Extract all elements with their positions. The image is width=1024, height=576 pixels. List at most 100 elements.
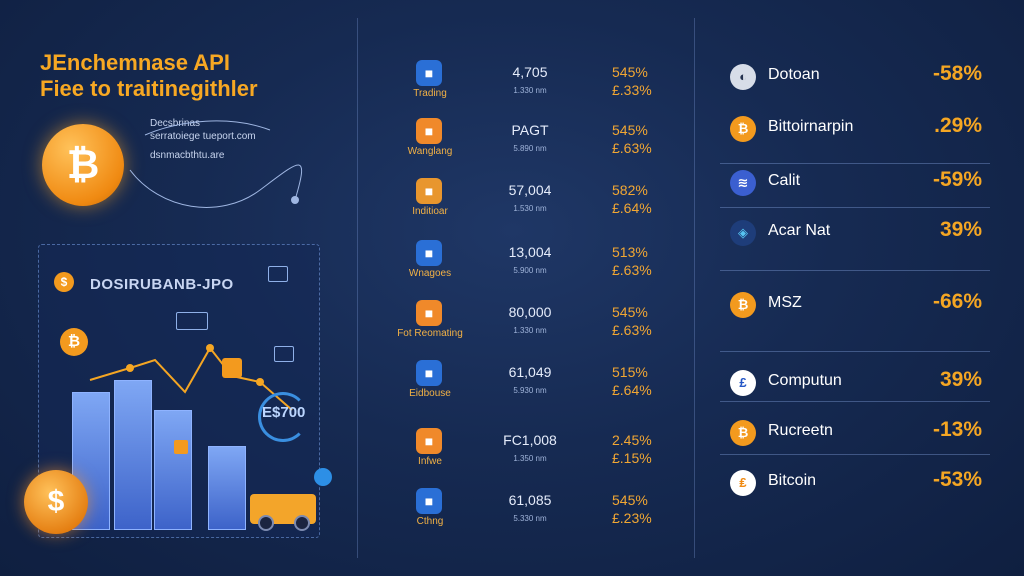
asset-name: Bittoirnarpin bbox=[768, 118, 854, 135]
market-row-pct: 545% bbox=[612, 492, 648, 508]
market-row-label: Eidbouse bbox=[409, 388, 451, 399]
market-row[interactable]: ■ Cthng 61,085 5.330 nm 545% £.23% bbox=[380, 488, 680, 544]
asset-change: -59% bbox=[932, 168, 982, 191]
market-row-label: Wnagoes bbox=[408, 268, 452, 279]
window-icon bbox=[274, 346, 294, 362]
asset-change: .29% bbox=[934, 114, 982, 137]
market-row-sub: 1.350 nm bbox=[513, 454, 547, 463]
market-row[interactable]: ■ Trading 4,705 1.330 nm 545% £.33% bbox=[380, 60, 680, 116]
truck-icon bbox=[250, 494, 316, 531]
chart-bar bbox=[208, 446, 246, 530]
market-row-value: 13,004 bbox=[508, 244, 552, 260]
asset-name: Rucreetn bbox=[768, 422, 833, 439]
euro-ring-icon bbox=[258, 392, 308, 442]
row-divider bbox=[720, 163, 990, 164]
market-row-label: Trading bbox=[413, 88, 447, 99]
trend-line bbox=[89, 344, 293, 411]
asset-change: 39% bbox=[939, 368, 982, 391]
market-row-pct: 545% bbox=[612, 64, 648, 80]
market-row-pct-secondary: £.33% bbox=[612, 82, 652, 98]
asset-row[interactable]: ₿ MSZ -66% bbox=[724, 284, 990, 332]
row-divider bbox=[720, 351, 990, 352]
market-row-value: 4,705 bbox=[512, 64, 548, 80]
divider-left bbox=[357, 18, 358, 558]
bitcoin-icon: ₤ bbox=[730, 470, 756, 496]
market-row-pct: 545% bbox=[612, 122, 648, 138]
asset-change: -66% bbox=[932, 290, 982, 313]
market-row-pct-secondary: £.23% bbox=[612, 510, 652, 526]
market-row-sub: 1.530 nm bbox=[513, 204, 547, 213]
link-icon bbox=[314, 468, 332, 486]
market-row-value: 61,049 bbox=[508, 364, 552, 380]
asset-row[interactable]: ≋ Calit -59% bbox=[724, 162, 990, 210]
chart-bar bbox=[114, 380, 152, 530]
market-row-value: 61,085 bbox=[508, 492, 552, 508]
market-row-pct-secondary: £.15% bbox=[612, 450, 652, 466]
hero-note: dsnmacbthtu.are bbox=[150, 150, 225, 161]
market-row-pct-secondary: £.63% bbox=[612, 262, 652, 278]
asset-row[interactable]: £ Computun 39% bbox=[724, 362, 990, 410]
market-row-sub: 5.330 nm bbox=[513, 514, 547, 523]
building-icon: ■ bbox=[416, 118, 442, 144]
row-divider bbox=[720, 270, 990, 271]
market-row-pct-secondary: £.63% bbox=[612, 322, 652, 338]
market-row-label: Wanglang bbox=[407, 146, 453, 157]
bars-icon: ■ bbox=[416, 428, 442, 454]
hero-title: JEnchemnase API Fiee to traitinegithler bbox=[40, 50, 258, 102]
decorative-curve bbox=[129, 120, 303, 208]
asset-name: MSZ bbox=[768, 294, 802, 311]
market-row-label: Inditioar bbox=[412, 206, 448, 217]
euro-label: E$700 bbox=[262, 404, 306, 421]
brand-icon: ■ bbox=[416, 240, 442, 266]
rucreetn-icon: ₿ bbox=[730, 420, 756, 446]
house-icon: ■ bbox=[416, 300, 442, 326]
window-icon bbox=[268, 266, 288, 282]
asset-row[interactable]: ₿ Rucreetn -13% bbox=[724, 412, 990, 460]
row-divider bbox=[720, 401, 990, 402]
bitcoin-icon: ₿ bbox=[42, 124, 124, 206]
market-row[interactable]: ■ Infwe FC1,008 1.350 nm 2.45% £.15% bbox=[380, 428, 680, 484]
asset-name: Computun bbox=[768, 372, 842, 389]
market-row[interactable]: ■ Fot Reomating 80,000 1.330 nm 545% £.6… bbox=[380, 300, 680, 356]
market-row[interactable]: ■ Inditioar 57,004 1.530 nm 582% £.64% bbox=[380, 178, 680, 234]
row-divider bbox=[720, 454, 990, 455]
asset-change: -58% bbox=[932, 62, 982, 85]
asset-change: -13% bbox=[932, 418, 982, 441]
asset-row[interactable]: ₤ Bitcoin -53% bbox=[724, 462, 990, 510]
computun-icon: £ bbox=[730, 370, 756, 396]
market-row[interactable]: ■ Eidbouse 61,049 5.930 nm 515% £.64% bbox=[380, 360, 680, 416]
asset-name: Dotoan bbox=[768, 66, 820, 83]
market-row-sub: 5.930 nm bbox=[513, 386, 547, 395]
hero-notes: Decsbrinas serratoiege tueport.com dsnma… bbox=[150, 117, 256, 162]
market-row-label: Fot Reomating bbox=[397, 328, 463, 339]
asset-row[interactable]: ₿ Bittoirnarpin .29% bbox=[724, 108, 990, 156]
asset-name: Calit bbox=[768, 172, 801, 189]
exchange-icon: ■ bbox=[416, 60, 442, 86]
market-row-label: Cthng bbox=[416, 516, 444, 527]
acar-icon: ◈ bbox=[730, 220, 756, 246]
arrow-down-icon bbox=[222, 358, 242, 378]
coin-icon: $ bbox=[54, 272, 74, 292]
hero-title-line1: JEnchemnase API bbox=[40, 50, 230, 75]
market-row-pct: 513% bbox=[612, 244, 648, 260]
chart-bars-icon: ■ bbox=[416, 178, 442, 204]
market-row-pct-secondary: £.64% bbox=[612, 382, 652, 398]
asset-row[interactable]: ◐ Dotoan -58% bbox=[724, 56, 990, 104]
asset-change: -53% bbox=[932, 468, 982, 491]
hero-note: Decsbrinas bbox=[150, 118, 201, 129]
market-row-pct: 2.45% bbox=[612, 432, 652, 448]
msz-icon: ₿ bbox=[730, 292, 756, 318]
market-row[interactable]: ■ Wnagoes 13,004 5.900 nm 513% £.63% bbox=[380, 240, 680, 296]
market-row[interactable]: ■ Wanglang PAGT 5.890 nm 545% £.63% bbox=[380, 118, 680, 174]
market-row-pct: 515% bbox=[612, 364, 648, 380]
asset-row[interactable]: ◈ Acar Nat 39% bbox=[724, 212, 990, 260]
asset-name: Bitcoin bbox=[768, 472, 817, 489]
market-row-value: PAGT bbox=[511, 122, 549, 138]
market-row-label: Infwe bbox=[418, 456, 442, 467]
market-row-sub: 5.900 nm bbox=[513, 266, 547, 275]
market-row-sub: 1.330 nm bbox=[513, 86, 547, 95]
market-row-value: 80,000 bbox=[508, 304, 552, 320]
hero-note: serratoiege tueport.com bbox=[150, 131, 256, 142]
divider-right bbox=[694, 18, 695, 558]
hero-title-line2: Fiee to traitinegithler bbox=[40, 76, 258, 101]
